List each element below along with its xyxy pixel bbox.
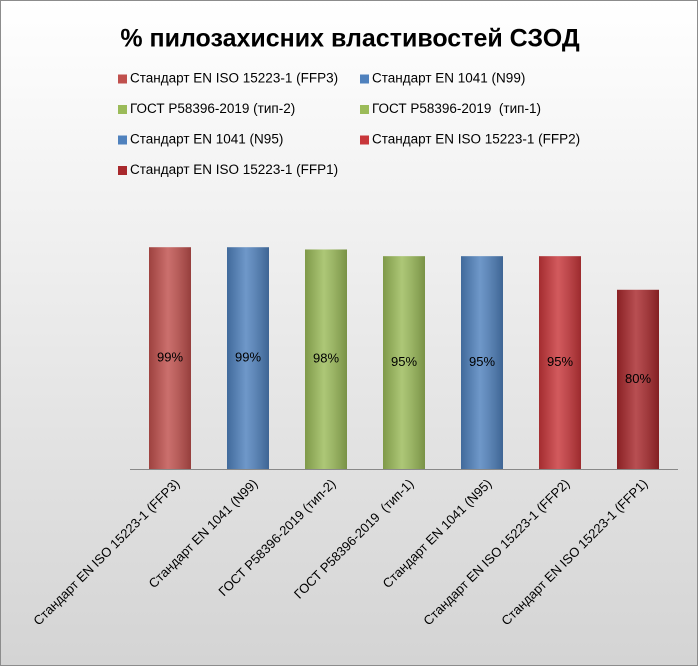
- data-label: 99%: [157, 350, 183, 365]
- data-label: 95%: [547, 354, 573, 369]
- legend-label: Стандарт EN ISO 15223-1 (FFP2): [372, 132, 580, 147]
- bar-shine: [305, 249, 347, 469]
- bar-shine: [383, 256, 425, 469]
- legend-swatch: [118, 166, 127, 175]
- bar-shine: [461, 256, 503, 469]
- legend-swatch: [118, 135, 127, 145]
- legend-swatch: [360, 105, 369, 114]
- data-label: 98%: [313, 351, 339, 366]
- legend-label: Стандарт EN ISO 15223-1 (FFP1): [130, 162, 338, 177]
- bar-shine: [617, 289, 659, 469]
- legend-swatch: [118, 74, 127, 84]
- bar-shine: [149, 247, 191, 469]
- legend-label: Стандарт EN 1041 (N95): [130, 132, 283, 147]
- bar-shine: [539, 256, 581, 469]
- legend-swatch: [360, 74, 369, 84]
- legend-label: Стандарт EN 1041 (N99): [372, 71, 525, 86]
- chart-title: % пилозахисних властивостей СЗОД: [120, 25, 579, 53]
- bar-shine: [227, 247, 269, 469]
- legend-label: ГОСТ Р58396-2019 (тип-1): [372, 101, 541, 116]
- data-label: 95%: [469, 354, 495, 369]
- legend-label: ГОСТ Р58396-2019 (тип-2): [130, 101, 295, 116]
- data-label: 95%: [391, 354, 417, 369]
- legend-label: Стандарт EN ISO 15223-1 (FFP3): [130, 71, 338, 86]
- data-label: 99%: [235, 350, 261, 365]
- data-label: 80%: [625, 371, 651, 386]
- legend-swatch: [360, 135, 369, 145]
- legend-swatch: [118, 105, 127, 114]
